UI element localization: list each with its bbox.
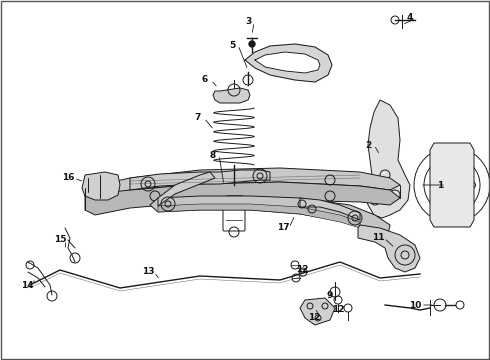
Text: 4: 4 [407, 13, 413, 22]
Polygon shape [245, 44, 332, 82]
Polygon shape [158, 204, 360, 228]
Polygon shape [255, 52, 320, 73]
Text: 12: 12 [296, 266, 308, 274]
Text: 17: 17 [277, 224, 289, 233]
Text: 10: 10 [409, 301, 421, 310]
Text: 15: 15 [54, 235, 66, 244]
Text: 12: 12 [308, 312, 320, 321]
Polygon shape [82, 172, 120, 200]
Text: 8: 8 [210, 150, 216, 159]
Text: 6: 6 [202, 76, 208, 85]
Polygon shape [213, 88, 250, 103]
Text: 16: 16 [62, 174, 74, 183]
Polygon shape [85, 168, 400, 198]
Polygon shape [300, 198, 360, 220]
Circle shape [448, 181, 456, 189]
Text: 13: 13 [142, 267, 154, 276]
Polygon shape [158, 172, 215, 206]
Text: 2: 2 [365, 140, 371, 149]
Polygon shape [366, 100, 410, 218]
Polygon shape [430, 143, 474, 227]
Polygon shape [358, 225, 420, 272]
Text: 11: 11 [372, 234, 384, 243]
Text: 9: 9 [327, 292, 333, 301]
Text: 1: 1 [437, 180, 443, 189]
Circle shape [249, 41, 255, 47]
Text: 5: 5 [229, 40, 235, 49]
Polygon shape [300, 298, 335, 325]
Text: 7: 7 [195, 113, 201, 122]
Polygon shape [85, 182, 400, 215]
Text: 12: 12 [332, 306, 344, 315]
Text: 3: 3 [245, 18, 251, 27]
Polygon shape [150, 196, 390, 235]
Polygon shape [130, 170, 270, 190]
Text: 14: 14 [21, 280, 33, 289]
